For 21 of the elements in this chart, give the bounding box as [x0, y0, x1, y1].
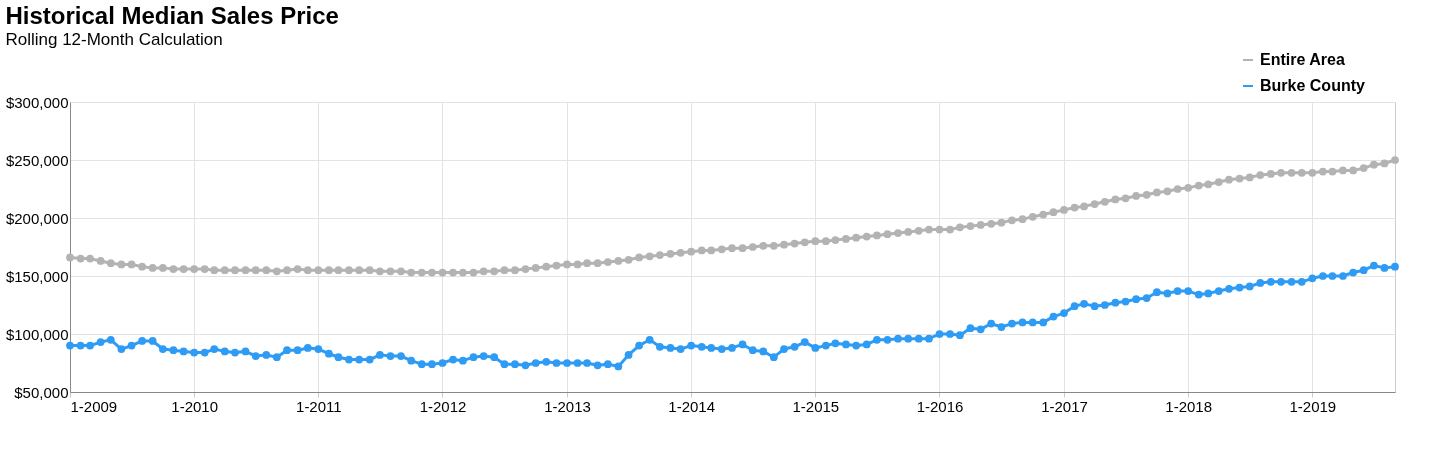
y-tick-label: $100,000 — [5, 325, 69, 343]
legend-label: Burke County — [1260, 77, 1365, 94]
x-tick-label: 1-2018 — [1165, 397, 1213, 415]
x-tick-label: 1-2015 — [792, 397, 840, 415]
x-tick-label: 1-2017 — [1041, 397, 1088, 415]
x-tick-label: 1-2014 — [668, 397, 716, 415]
x-tick-label: 1-2011 — [296, 397, 342, 415]
y-tick-label: $200,000 — [5, 209, 69, 227]
x-tick-label: 1-2012 — [419, 397, 467, 415]
x-tick-label: 1-2013 — [544, 397, 591, 415]
y-tick-label: $250,000 — [5, 151, 69, 169]
y-tick-label: $150,000 — [5, 267, 69, 285]
y-tick-label: $300,000 — [5, 93, 69, 111]
x-tick-label: 1-2010 — [171, 397, 219, 415]
legend-label: Entire Area — [1260, 51, 1345, 68]
x-tick-label: 1-2016 — [916, 397, 964, 415]
chart-subtitle: Rolling 12-Month Calculation — [5, 30, 223, 49]
x-tick-label: 1-2009 — [70, 397, 118, 415]
x-tick-label: 1-2019 — [1289, 397, 1337, 415]
y-tick-label: $50,000 — [14, 383, 69, 401]
chart-title: Historical Median Sales Price — [5, 2, 339, 29]
